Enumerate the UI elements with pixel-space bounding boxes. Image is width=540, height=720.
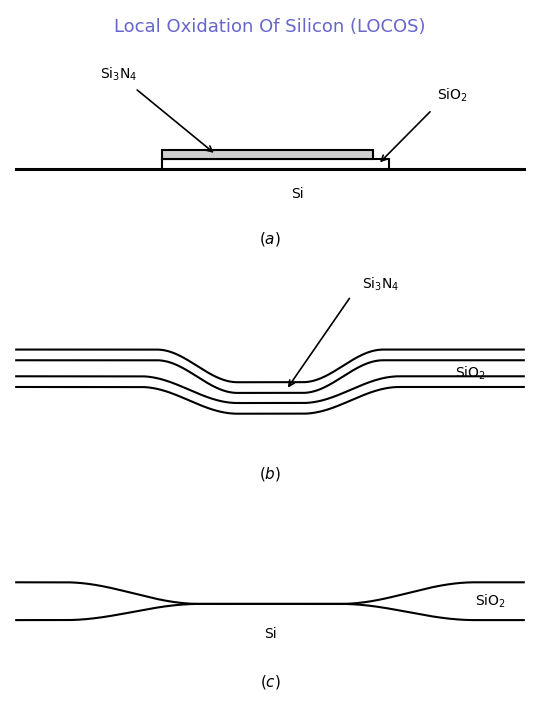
Text: SiO$_2$: SiO$_2$	[437, 87, 468, 104]
Text: $(c)$: $(c)$	[260, 673, 280, 691]
Text: Si$_3$N$_4$: Si$_3$N$_4$	[100, 66, 138, 83]
Text: Si: Si	[291, 186, 303, 200]
Bar	[162, 160, 389, 169]
Text: $(a)$: $(a)$	[259, 230, 281, 248]
Bar	[162, 150, 373, 160]
Text: Si: Si	[264, 626, 276, 641]
Text: SiO$_2$: SiO$_2$	[475, 593, 506, 610]
Text: Local Oxidation Of Silicon (LOCOS): Local Oxidation Of Silicon (LOCOS)	[114, 18, 426, 36]
Text: Si$_3$N$_4$: Si$_3$N$_4$	[362, 276, 399, 293]
Text: $(b)$: $(b)$	[259, 465, 281, 483]
Text: SiO$_2$: SiO$_2$	[455, 364, 486, 382]
